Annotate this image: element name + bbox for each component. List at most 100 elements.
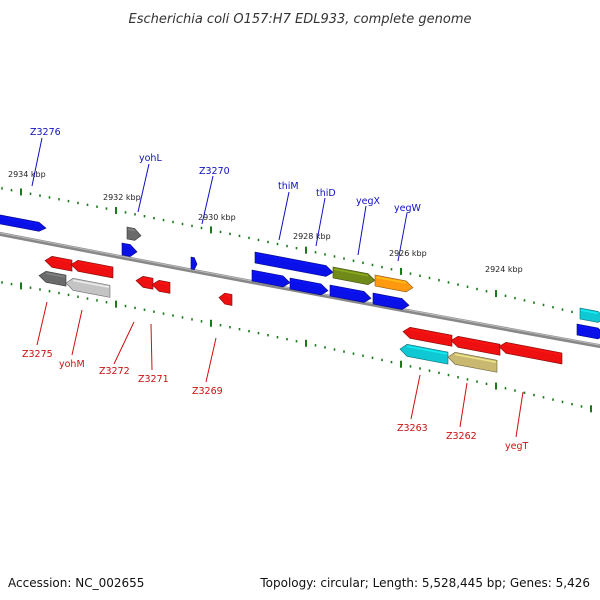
accession-text: Accession: NC_002655: [8, 576, 144, 590]
gene-z3276-body: [0, 214, 47, 232]
leader-z3275: [36, 301, 48, 346]
gene-label-thid[interactable]: thiD: [316, 188, 336, 199]
gene-yohm-highlight: [72, 279, 110, 288]
gene-thid-top-highlight: [333, 268, 369, 277]
gene-z3262-body: [447, 352, 498, 373]
gene-label-yegx[interactable]: yegX: [356, 196, 380, 207]
gene-yegt[interactable]: [498, 342, 563, 365]
leader-z3272: [113, 321, 135, 365]
leader-z3269: [205, 337, 217, 383]
gene-label-yegw[interactable]: yegW: [394, 203, 421, 214]
kbp-label-2934: 2934 kbp: [8, 170, 46, 179]
gene-z3270[interactable]: [190, 256, 198, 270]
leader-z3270: [201, 175, 214, 225]
gene-thim-top[interactable]: [254, 251, 334, 277]
leader-z3271: [150, 323, 153, 371]
gene-dark-small-highlight: [127, 228, 135, 232]
gene-yohm[interactable]: [65, 278, 111, 298]
gene-yohl[interactable]: [121, 242, 138, 257]
leader-yegx: [357, 205, 367, 256]
gene-thid-top[interactable]: [332, 266, 376, 285]
gene-yegw[interactable]: [372, 292, 410, 310]
gene-label-yegt[interactable]: yegT: [505, 441, 528, 452]
gene-z3269-highlight: [224, 294, 232, 298]
gene-label-yohm[interactable]: yohM: [59, 359, 85, 370]
gene-z3263-highlight: [406, 345, 448, 355]
gene-yegw-highlight: [373, 294, 403, 302]
kbp-label-2928: 2928 kbp: [293, 232, 331, 241]
gene-right-cyan-highlight: [580, 309, 599, 315]
gene-z3262-top-body: [450, 336, 501, 356]
gene-yegx-bot[interactable]: [329, 284, 372, 303]
gene-z3269[interactable]: [218, 292, 233, 306]
tick-rows: [1, 187, 592, 413]
gene-z3263-top[interactable]: [402, 327, 453, 347]
gene-z3272[interactable]: [135, 276, 154, 290]
kbp-label-2930: 2930 kbp: [198, 213, 236, 222]
gene-z3275-top[interactable]: [44, 256, 73, 272]
gene-label-z3270[interactable]: Z3270: [199, 166, 230, 177]
map-title: Escherichia coli O157:H7 EDL933, complet…: [129, 12, 472, 27]
kbp-label-2932: 2932 kbp: [103, 193, 141, 202]
gene-z3275-top-body: [44, 256, 73, 272]
label-leaders: [31, 137, 524, 438]
gene-label-yohl[interactable]: yohL: [139, 153, 162, 164]
gene-yohm-top[interactable]: [70, 260, 114, 279]
genome-summary-text: Topology: circular; Length: 5,528,445 bp…: [259, 576, 590, 590]
leader-thim: [278, 191, 290, 241]
gene-z3263-top-highlight: [409, 328, 452, 338]
gene-right-blue[interactable]: [576, 323, 600, 340]
gene-z3263-top-body: [402, 327, 453, 347]
gene-thim-bot[interactable]: [251, 269, 291, 288]
gene-z3275-body: [38, 271, 67, 287]
gene-thid-bot[interactable]: [289, 277, 329, 296]
gene-label-z3262[interactable]: Z3262: [446, 431, 477, 442]
gene-z3262-highlight: [454, 353, 497, 363]
gene-z3271[interactable]: [151, 280, 171, 294]
gene-label-z3271[interactable]: Z3271: [138, 374, 169, 385]
leader-z3262: [459, 382, 468, 428]
gene-label-z3275[interactable]: Z3275: [22, 349, 53, 360]
gene-label-z3272[interactable]: Z3272: [99, 366, 130, 377]
gene-z3276-highlight: [0, 216, 40, 226]
gene-z3263[interactable]: [399, 344, 449, 365]
gene-yohm-body: [65, 278, 111, 298]
gene-z3263-body: [399, 344, 449, 365]
gene-yegx-top[interactable]: [374, 274, 414, 293]
leader-yohm: [71, 309, 83, 356]
gene-z3276[interactable]: [0, 213, 47, 232]
gene-right-blue-highlight: [577, 325, 599, 331]
gene-yegx-bot-highlight: [330, 286, 365, 295]
gene-z3270-body: [190, 256, 198, 270]
top-gene-labels: Z3276 yohL Z3270 thiM thiD yegX yegW: [30, 127, 421, 214]
gene-z3271-highlight: [158, 281, 170, 285]
gene-features: [0, 213, 600, 373]
gene-thim-top-highlight: [255, 253, 327, 269]
scale-labels: 2934 kbp 2932 kbp 2930 kbp 2928 kbp 2926…: [8, 170, 523, 274]
gene-dark-small[interactable]: [126, 226, 142, 241]
gene-yohl-highlight: [122, 244, 131, 248]
gene-z3275-highlight: [45, 272, 66, 278]
gene-thim-bot-highlight: [252, 271, 284, 279]
leader-yegw: [397, 212, 408, 262]
gene-yegx-top-highlight: [375, 276, 407, 284]
gene-right-cyan[interactable]: [579, 307, 600, 323]
gene-yohm-top-body: [70, 260, 114, 279]
leader-z3276: [31, 137, 43, 187]
gene-z3262-top[interactable]: [450, 336, 501, 356]
gene-label-thim[interactable]: thiM: [278, 181, 299, 192]
gene-yegt-body: [498, 342, 563, 365]
gene-label-z3276[interactable]: Z3276: [30, 127, 61, 138]
bottom-gene-labels: Z3275 yohM Z3272 Z3271 Z3269 Z3263 Z3262…: [22, 349, 528, 452]
gene-z3262[interactable]: [447, 352, 498, 373]
gene-z3275-top-highlight: [51, 257, 72, 263]
gene-thid-bot-highlight: [290, 279, 322, 287]
kbp-label-2926: 2926 kbp: [389, 249, 427, 258]
gene-z3262-top-highlight: [457, 337, 500, 347]
leader-thid: [315, 197, 326, 247]
gene-label-z3263[interactable]: Z3263: [397, 423, 428, 434]
gene-z3275[interactable]: [38, 271, 67, 287]
gene-label-z3269[interactable]: Z3269: [192, 386, 223, 397]
gene-yohm-top-highlight: [77, 261, 113, 270]
